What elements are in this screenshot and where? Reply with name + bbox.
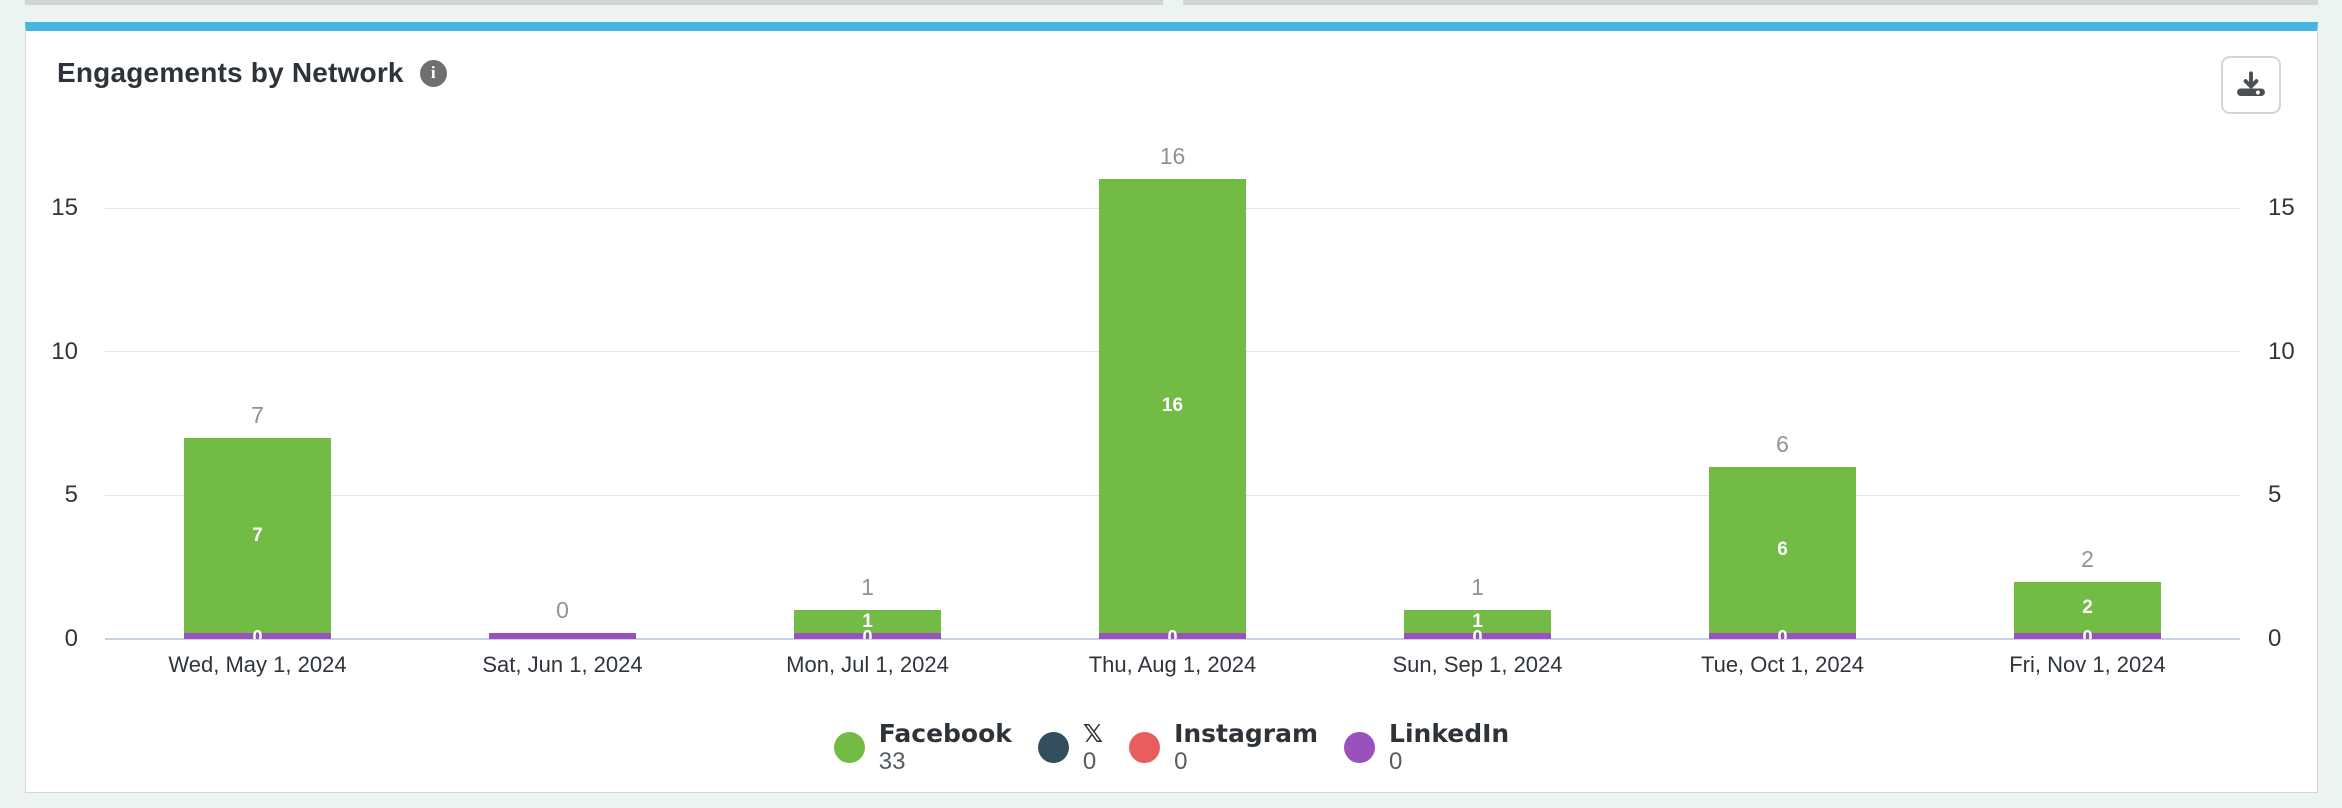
x-tick-label-4: Thu, Aug 1, 2024	[1088, 652, 1257, 677]
plot-area: 7 7 0 0 1 1 0 16 16 0 1 1 0 6 6 0 2 2 0	[105, 143, 2240, 639]
legend-label: Instagram	[1174, 719, 1319, 748]
card-header: Engagements by Network i	[57, 57, 447, 89]
chart-legend: Facebook 33 𝕏 0 Instagram 0 LinkedIn 0	[26, 719, 2317, 776]
y-tick-left-15: 15	[51, 194, 78, 222]
bar-zero-label: 0	[1472, 627, 1483, 639]
y-tick-right-15: 15	[2268, 194, 2295, 222]
bar-segment-facebook[interactable]: 16	[1099, 179, 1246, 633]
info-icon[interactable]: i	[419, 59, 447, 87]
bar-segment-linkedin[interactable]	[184, 633, 331, 639]
x-tick-label-5: Sun, Sep 1, 2024	[1392, 652, 1563, 677]
bar-segment-value: 16	[1161, 395, 1184, 416]
bar-segment-value: 7	[252, 524, 263, 546]
bar-column-2: 0	[410, 171, 715, 639]
x-tick-label-3: Mon, Jul 1, 2024	[786, 652, 949, 677]
bar-segment-value: 6	[1777, 539, 1788, 560]
x-tick-label-6: Tue, Oct 1, 2024	[1700, 652, 1865, 677]
bar-segment-facebook[interactable]: 2	[2014, 582, 2161, 633]
legend-label: LinkedIn	[1389, 719, 1510, 748]
stacked-bar: 16 0	[1099, 179, 1246, 639]
bar-column-4: 16 16 0	[1020, 143, 1325, 639]
download-button[interactable]	[2221, 56, 2281, 114]
legend-swatch	[1344, 732, 1376, 763]
y-tick-left-10: 10	[51, 337, 78, 365]
legend-item-facebook[interactable]: Facebook 33	[833, 719, 1012, 776]
upper-card-edge-right	[1183, 0, 2318, 5]
bar-segment-value: 2	[2082, 596, 2093, 618]
bar-segment-linkedin[interactable]	[1709, 633, 1856, 639]
legend-value: 0	[1082, 748, 1097, 775]
legend-label: Facebook	[878, 719, 1012, 748]
legend-value: 0	[1174, 748, 1188, 775]
bar-segment-facebook[interactable]: 7	[184, 438, 331, 633]
legend-value: 33	[878, 748, 906, 775]
bar-segment-facebook[interactable]: 1	[794, 610, 941, 633]
bar-segment-linkedin[interactable]	[1099, 633, 1246, 639]
x-tick-label-2: Sat, Jun 1, 2024	[482, 652, 643, 677]
bar-segment-value: 1	[862, 610, 873, 632]
legend-swatch	[1037, 732, 1069, 763]
bar-total-label: 2	[2081, 546, 2094, 572]
x-axis: Wed, May 1, 2024 Sat, Jun 1, 2024 Mon, Jul…	[105, 651, 2240, 681]
x-tick-label-1: Wed, May 1, 2024	[168, 652, 347, 677]
x-axis-baseline	[105, 638, 2240, 640]
y-tick-left-0: 0	[64, 625, 78, 652]
bar-total-label: 0	[556, 597, 569, 623]
bar-zero-label: 0	[252, 627, 263, 639]
legend-value: 0	[1389, 748, 1403, 775]
upper-card-edge-left	[25, 0, 1163, 5]
bar-total-label: 16	[1159, 143, 1186, 169]
legend-swatch	[833, 732, 865, 763]
bar-total-label: 7	[251, 402, 264, 428]
download-icon	[2233, 67, 2269, 103]
y-tick-right-5: 5	[2268, 481, 2282, 509]
legend-swatch	[1129, 732, 1161, 763]
bar-zero-label: 0	[862, 627, 873, 639]
bar-zero-label: 0	[2082, 627, 2093, 639]
y-tick-right-0: 0	[2268, 625, 2282, 652]
bar-segment-linkedin[interactable]	[489, 633, 636, 639]
bar-segment-linkedin[interactable]	[1404, 633, 1551, 639]
bar-segment-facebook[interactable]: 1	[1404, 610, 1551, 633]
y-tick-left-5: 5	[64, 481, 78, 509]
bar-segment-value: 1	[1472, 610, 1483, 632]
bar-segment-facebook[interactable]: 6	[1709, 467, 1856, 633]
bar-total-label: 1	[1471, 574, 1484, 600]
x-tick-label-7: Fri, Nov 1, 2024	[2009, 652, 2166, 677]
y-tick-right-10: 10	[2268, 337, 2295, 365]
bar-zero-label: 0	[1777, 627, 1788, 639]
legend-item-linkedin[interactable]: LinkedIn 0	[1344, 719, 1509, 776]
bar-total-label: 6	[1776, 431, 1789, 457]
bar-segment-linkedin[interactable]	[2014, 633, 2161, 639]
bar-total-label: 1	[861, 574, 874, 600]
legend-label: 𝕏	[1082, 719, 1104, 748]
card-title: Engagements by Network	[57, 57, 404, 88]
bar-zero-label: 0	[1167, 627, 1178, 639]
stacked-bar	[489, 633, 636, 639]
bar-segment-linkedin[interactable]	[794, 633, 941, 639]
legend-item-instagram[interactable]: Instagram 0	[1129, 719, 1318, 776]
